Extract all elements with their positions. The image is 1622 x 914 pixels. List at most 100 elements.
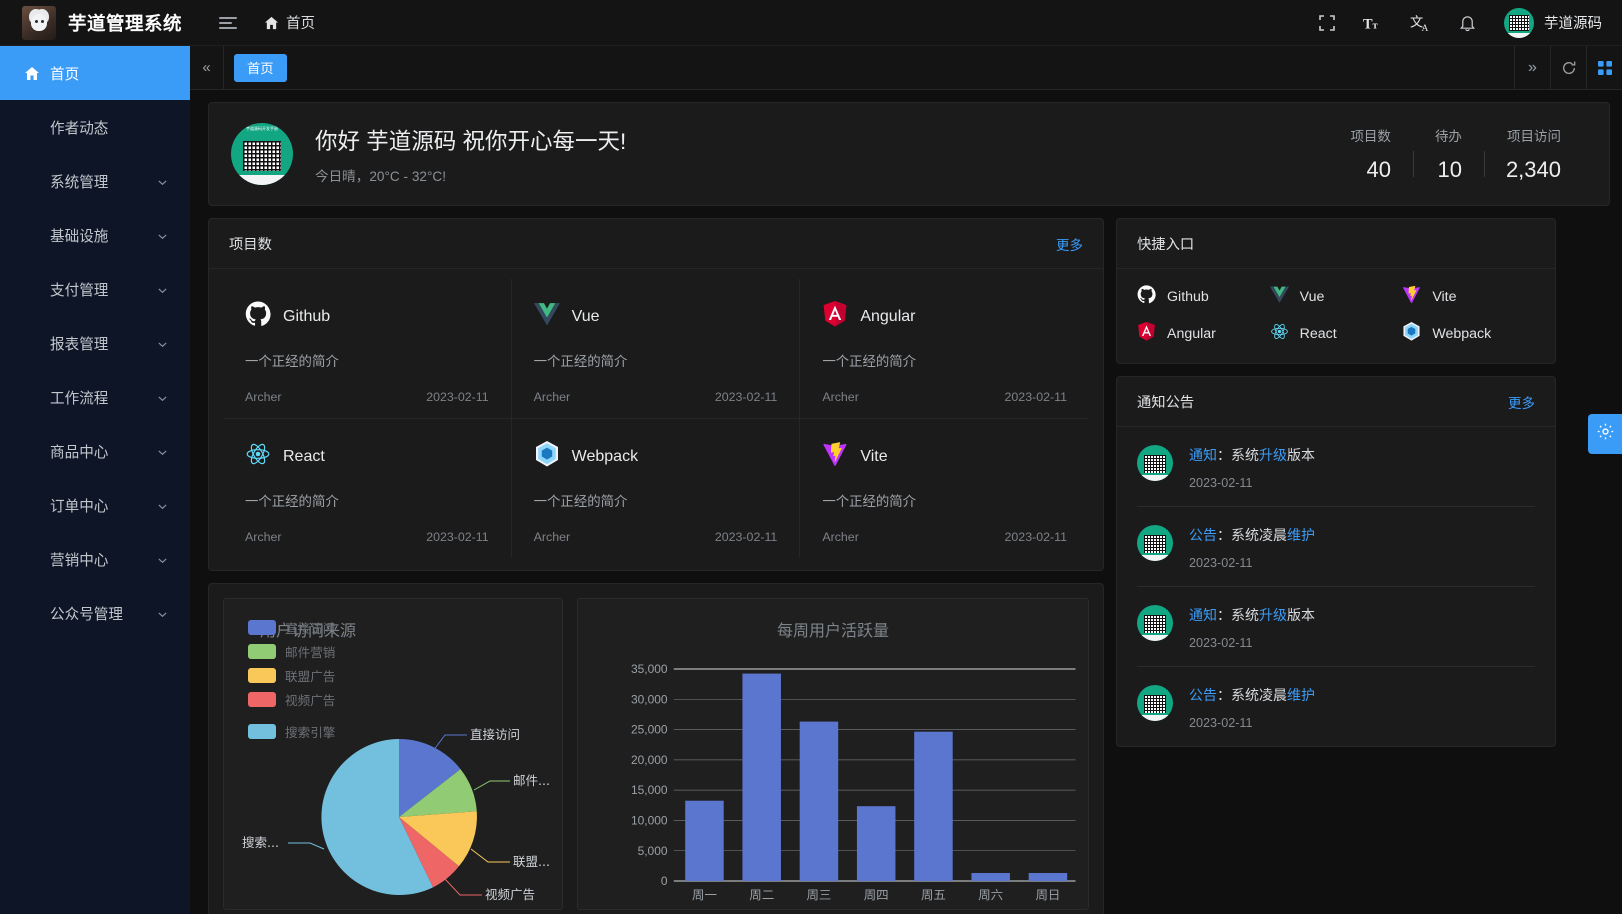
svg-text:周日: 周日 <box>1035 888 1060 902</box>
pie-slice-direct[interactable] <box>399 739 461 817</box>
list-item[interactable]: 公告：系统凌晨维护 2023-02-11 <box>1137 507 1535 587</box>
quick-item-vite[interactable]: Vite <box>1402 285 1535 308</box>
github-icon <box>245 301 271 332</box>
notice-type: 公告 <box>1189 527 1217 543</box>
bar-wed[interactable] <box>799 721 839 881</box>
quick-access-grid: Github Vue <box>1137 285 1535 345</box>
header-actions: T т 文 A 芋道源码 <box>1316 7 1622 38</box>
qr-avatar-icon: 芋道源码开发手册 <box>231 123 293 185</box>
quick-access-panel: 快捷入口 Github <box>1116 218 1556 364</box>
project-author: Archer <box>245 390 282 404</box>
hamburger-icon[interactable] <box>218 13 238 33</box>
chevron-double-left-icon[interactable]: « <box>190 45 224 90</box>
stat-todo: 待办 10 <box>1412 125 1484 183</box>
bar-sat[interactable] <box>971 873 1010 881</box>
list-item[interactable]: 公告：系统凌晨维护 2023-02-11 <box>1137 667 1535 746</box>
sidebar-item-label: 营销中心 <box>50 552 109 569</box>
svg-text:20,000: 20,000 <box>631 754 668 767</box>
chevron-double-right-icon[interactable]: » <box>1514 45 1550 90</box>
user-menu[interactable]: 芋道源码 <box>1504 7 1602 38</box>
svg-text:5,000: 5,000 <box>638 845 668 858</box>
avatar-caption: 芋道源码开发手册 <box>246 126 278 131</box>
chevron-down-icon <box>157 608 168 619</box>
list-item[interactable]: 通知：系统升级版本 2023-02-11 <box>1137 427 1535 507</box>
notice-title[interactable]: 通知：系统升级版本 <box>1189 605 1315 625</box>
bar-sun[interactable] <box>1028 873 1068 881</box>
avatar <box>1504 7 1534 38</box>
sidebar-item-infrastructure[interactable]: 基础设施 <box>0 208 190 262</box>
notice-more-link[interactable]: 更多 <box>1508 395 1535 411</box>
sidebar-item-product-center[interactable]: 商品中心 <box>0 424 190 478</box>
svg-text:周六: 周六 <box>978 888 1003 902</box>
bar-tue[interactable] <box>742 673 781 881</box>
sidebar-item-marketing-center[interactable]: 营销中心 <box>0 532 190 586</box>
legend-item[interactable]: 视频广告 <box>248 687 335 711</box>
top-header: 芋道管理系统 首页 T т <box>0 0 1622 46</box>
grid-icon[interactable] <box>1586 45 1622 90</box>
project-card[interactable]: Vue 一个正经的简介 Archer 2023-02-11 <box>511 279 801 419</box>
quick-item-label: Vue <box>1299 288 1325 305</box>
pie-slice-email[interactable] <box>399 769 477 817</box>
project-card[interactable]: Angular 一个正经的简介 Archer 2023-02-11 <box>800 279 1089 419</box>
projects-more-link[interactable]: 更多 <box>1056 237 1083 253</box>
legend-swatch <box>248 619 276 635</box>
notice-title[interactable]: 公告：系统凌晨维护 <box>1189 525 1315 545</box>
svg-text:15,000: 15,000 <box>631 784 668 797</box>
notice-highlight: 升级 <box>1259 447 1287 463</box>
settings-drawer-button[interactable] <box>1588 414 1622 454</box>
vite-icon <box>822 441 848 472</box>
bar-thu[interactable] <box>856 806 896 881</box>
sidebar-item-workflow[interactable]: 工作流程 <box>0 370 190 424</box>
notice-mid: ：系统凌晨 <box>1217 687 1287 703</box>
legend-item[interactable]: 邮件营销 <box>248 639 335 663</box>
tab-strip: « 首页 » <box>190 45 1622 90</box>
sidebar-item-home[interactable]: 首页 <box>0 46 190 100</box>
bar-mon[interactable] <box>685 800 724 881</box>
quick-item-angular[interactable]: Angular <box>1137 322 1270 345</box>
fullscreen-icon[interactable] <box>1316 12 1337 33</box>
legend-item[interactable]: 搜索引擎 <box>248 719 335 743</box>
sidebar-item-report-management[interactable]: 报表管理 <box>0 316 190 370</box>
qr-avatar-icon <box>1137 525 1173 561</box>
quick-item-github[interactable]: Github <box>1137 285 1270 308</box>
bar-fri[interactable] <box>914 731 953 881</box>
bell-icon[interactable] <box>1457 12 1478 33</box>
sidebar-item-label: 商品中心 <box>50 444 109 461</box>
pie-slice-video[interactable] <box>399 817 459 888</box>
font-size-icon[interactable]: T т <box>1363 12 1384 33</box>
sidebar-item-order-center[interactable]: 订单中心 <box>0 478 190 532</box>
react-icon <box>1270 322 1289 345</box>
project-card[interactable]: Github 一个正经的简介 Archer 2023-02-11 <box>223 279 512 419</box>
sidebar-item-wechat-management[interactable]: 公众号管理 <box>0 586 190 640</box>
refresh-icon[interactable] <box>1550 45 1586 90</box>
notice-title[interactable]: 通知：系统升级版本 <box>1189 445 1315 465</box>
legend-swatch <box>248 723 276 739</box>
qr-avatar-icon <box>1137 685 1173 721</box>
pie-slice-search[interactable] <box>321 739 433 895</box>
quick-item-webpack[interactable]: Webpack <box>1402 322 1535 345</box>
project-card[interactable]: Webpack 一个正经的简介 Archer 2023-02-11 <box>512 419 801 558</box>
quick-item-vue[interactable]: Vue <box>1269 285 1403 308</box>
legend-item[interactable]: 直接访问 <box>248 615 335 639</box>
legend-label: 联盟广告 <box>285 669 336 684</box>
pie-slice-affiliate[interactable] <box>399 811 477 867</box>
quick-item-react[interactable]: React <box>1270 322 1403 345</box>
breadcrumb[interactable]: 首页 <box>264 12 315 33</box>
translate-icon[interactable]: 文 A <box>1410 12 1431 33</box>
list-item[interactable]: 通知：系统升级版本 2023-02-11 <box>1137 587 1535 667</box>
project-date: 2023-02-11 <box>714 530 778 544</box>
sidebar-item-author-news[interactable]: 作者动态 <box>0 100 190 154</box>
tab-home[interactable]: 首页 <box>234 53 287 82</box>
sidebar-item-system-management[interactable]: 系统管理 <box>0 154 190 208</box>
notice-title[interactable]: 公告：系统凌晨维护 <box>1189 685 1315 705</box>
project-author: Archer <box>245 530 282 544</box>
sidebar-item-payment-management[interactable]: 支付管理 <box>0 262 190 316</box>
project-card[interactable]: Vite 一个正经的简介 Archer 2023-02-11 <box>800 419 1089 558</box>
rabbit-logo-icon <box>22 5 56 40</box>
legend-item[interactable]: 联盟广告 <box>248 663 335 687</box>
notice-type: 公告 <box>1189 687 1217 703</box>
project-card[interactable]: React 一个正经的简介 Archer 2023-02-11 <box>223 419 512 558</box>
svg-text:周四: 周四 <box>864 888 889 902</box>
logo-area[interactable]: 芋道管理系统 <box>0 5 182 40</box>
sidebar-item-label: 作者动态 <box>50 120 109 137</box>
